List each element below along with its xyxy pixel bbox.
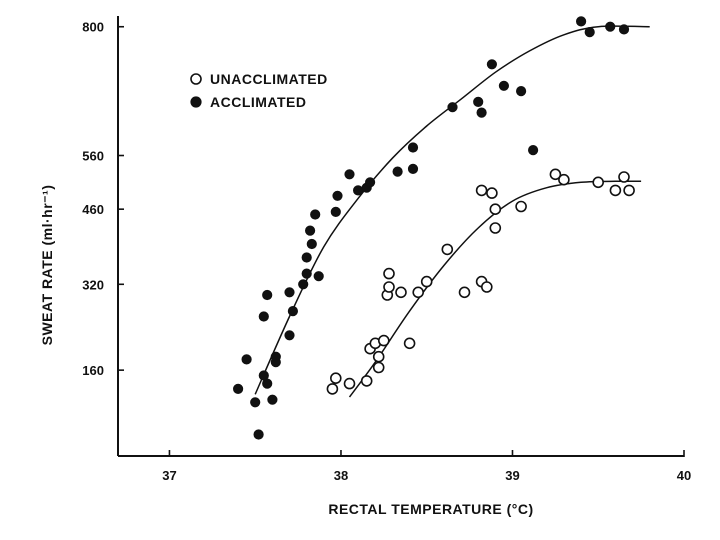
y-axis-title: SWEAT RATE (ml·hr⁻¹) <box>39 185 55 346</box>
point-unacclimated <box>489 222 502 234</box>
point-acclimated <box>584 26 595 38</box>
y-tick-label: 460 <box>82 202 104 217</box>
point-acclimated <box>498 80 509 91</box>
point-acclimated <box>284 287 295 298</box>
point-unacclimated <box>372 361 385 374</box>
point-acclimated <box>301 268 312 279</box>
point-acclimated <box>241 354 252 365</box>
y-ticks: 160 320 460 560 800 <box>82 20 124 378</box>
point-unacclimated <box>441 243 454 256</box>
point-acclimated <box>262 289 273 301</box>
fit-curve-acclimated <box>254 25 650 395</box>
x-ticks: 37 38 39 40 <box>162 450 691 483</box>
point-acclimated <box>353 185 364 196</box>
point-acclimated <box>313 271 324 282</box>
point-acclimated <box>284 330 295 341</box>
point-acclimated <box>267 394 278 405</box>
y-tick-label: 560 <box>82 149 104 164</box>
point-acclimated <box>253 429 264 440</box>
point-acclimated <box>344 169 355 180</box>
y-tick-label: 160 <box>82 363 104 378</box>
point-acclimated <box>447 102 458 113</box>
point-unacclimated <box>412 286 425 299</box>
x-axis-title: RECTAL TEMPERATURE (°C) <box>328 501 533 517</box>
point-acclimated <box>270 351 281 362</box>
point-acclimated <box>407 142 419 153</box>
point-unacclimated <box>618 171 630 183</box>
point-unacclimated <box>383 267 395 280</box>
point-acclimated <box>306 238 317 250</box>
x-tick-label: 39 <box>505 468 519 483</box>
point-unacclimated <box>377 334 390 347</box>
point-acclimated <box>233 383 244 394</box>
point-acclimated <box>305 225 316 236</box>
point-unacclimated <box>420 275 433 288</box>
point-acclimated <box>310 209 321 220</box>
point-acclimated <box>476 107 487 118</box>
point-unacclimated <box>623 184 635 197</box>
point-unacclimated <box>403 337 416 350</box>
point-acclimated <box>301 252 312 263</box>
point-unacclimated <box>558 173 570 186</box>
point-unacclimated <box>609 184 622 197</box>
point-unacclimated <box>372 350 385 363</box>
point-unacclimated <box>326 383 339 395</box>
point-unacclimated <box>360 375 373 387</box>
point-unacclimated <box>489 203 502 215</box>
legend-filled-circle-marker <box>190 96 202 108</box>
point-unacclimated <box>383 281 395 293</box>
legend-open-circle-marker <box>190 73 202 85</box>
point-acclimated <box>407 163 419 174</box>
point-acclimated <box>298 279 309 290</box>
point-acclimated <box>486 59 497 70</box>
point-acclimated <box>365 177 376 188</box>
point-unacclimated <box>343 377 356 390</box>
point-unacclimated <box>486 187 498 199</box>
point-acclimated <box>330 206 341 217</box>
point-unacclimated <box>475 184 488 197</box>
point-acclimated <box>258 311 269 322</box>
legend-item-unacclimated: UNACCLIMATED <box>190 71 328 87</box>
data-points <box>233 16 635 440</box>
point-acclimated <box>528 145 539 156</box>
point-acclimated <box>618 24 630 35</box>
point-acclimated <box>332 190 343 201</box>
y-tick-label: 800 <box>82 20 104 35</box>
point-acclimated <box>473 96 484 108</box>
y-tick-label: 320 <box>82 277 104 292</box>
point-unacclimated <box>515 200 527 213</box>
point-unacclimated <box>329 372 342 385</box>
point-acclimated <box>262 378 273 389</box>
point-unacclimated <box>458 286 471 299</box>
legend-label-unacclimated: UNACCLIMATED <box>210 71 328 87</box>
axes <box>117 16 684 457</box>
point-unacclimated <box>480 281 493 293</box>
legend-label-acclimated: ACCLIMATED <box>210 94 307 110</box>
point-unacclimated <box>549 168 562 181</box>
legend: UNACCLIMATED ACCLIMATED <box>190 71 328 110</box>
point-acclimated <box>392 166 403 177</box>
x-tick-label: 40 <box>677 468 691 483</box>
point-unacclimated <box>592 176 605 189</box>
point-acclimated <box>605 21 616 32</box>
x-tick-label: 38 <box>334 468 348 483</box>
legend-item-acclimated: ACCLIMATED <box>190 94 307 110</box>
point-acclimated <box>287 306 298 317</box>
point-acclimated <box>576 16 587 27</box>
point-unacclimated <box>395 286 407 299</box>
point-acclimated <box>516 86 527 97</box>
x-tick-label: 37 <box>162 468 176 483</box>
point-acclimated <box>250 397 261 408</box>
